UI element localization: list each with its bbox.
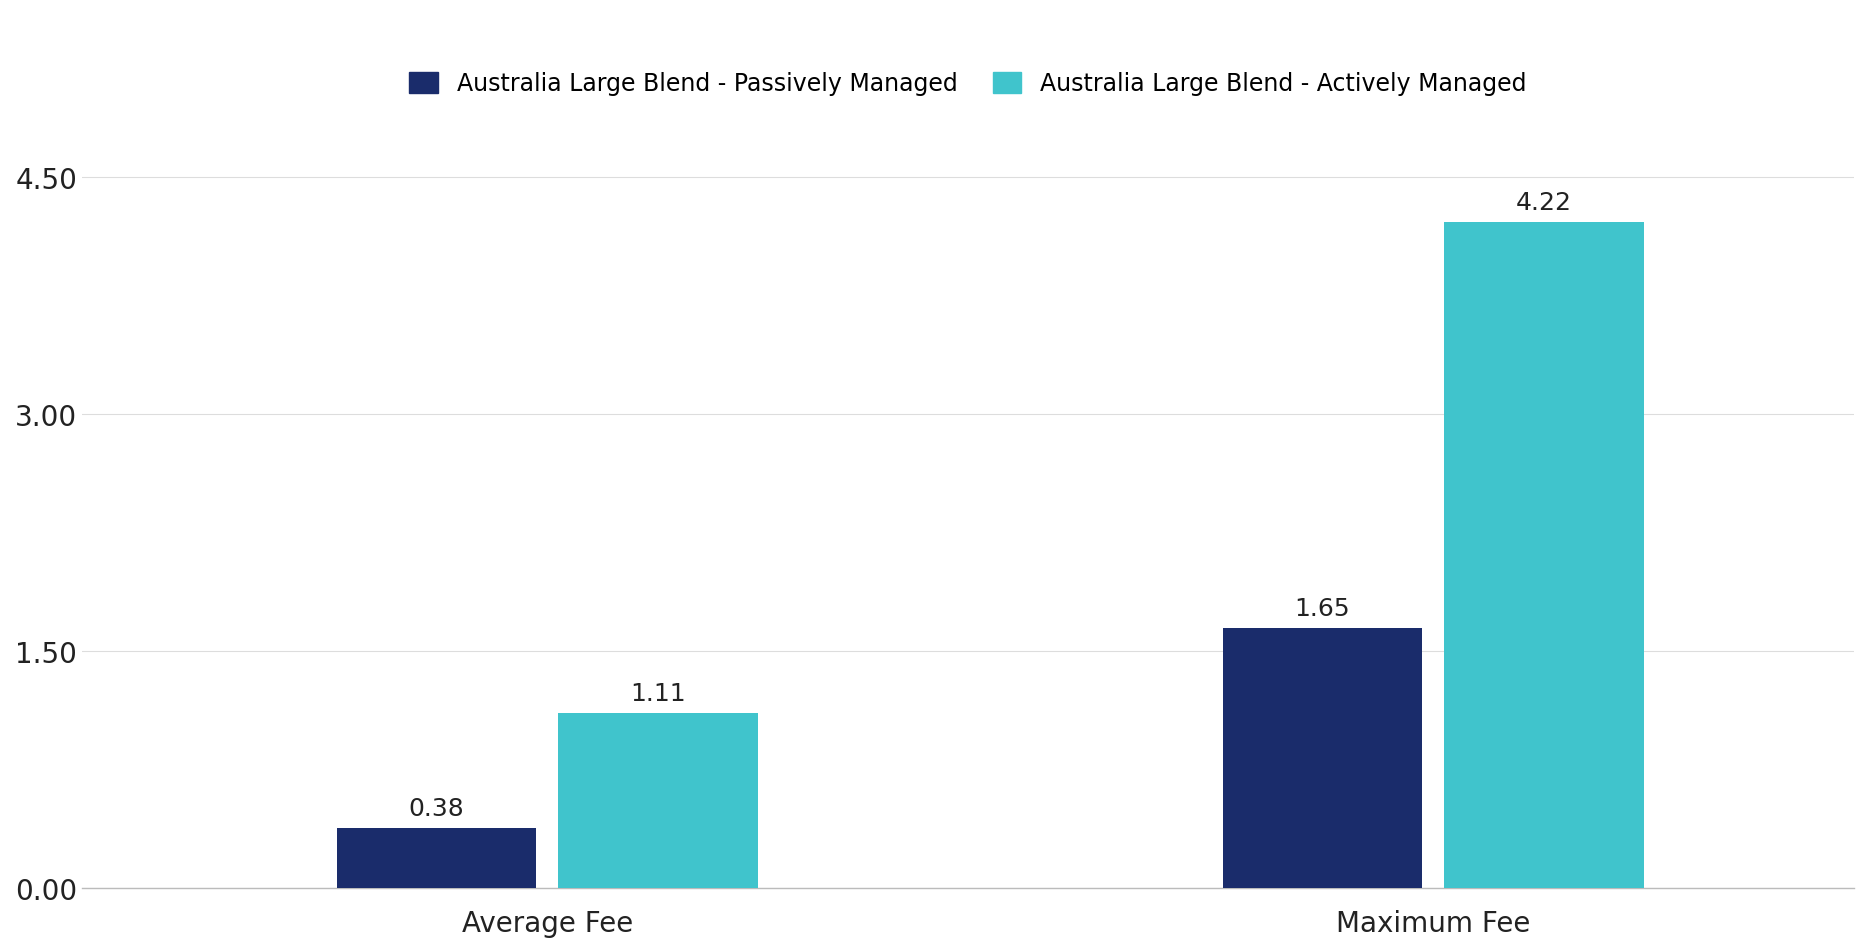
Text: 4.22: 4.22 bbox=[1516, 190, 1572, 214]
Text: 1.65: 1.65 bbox=[1295, 596, 1349, 620]
Text: 0.38: 0.38 bbox=[409, 797, 464, 821]
Legend: Australia Large Blend - Passively Managed, Australia Large Blend - Actively Mana: Australia Large Blend - Passively Manage… bbox=[398, 61, 1538, 109]
Bar bbox=[559, 713, 757, 888]
Text: 1.11: 1.11 bbox=[630, 682, 686, 705]
Bar bbox=[336, 828, 536, 888]
Bar bbox=[1222, 628, 1422, 888]
Bar bbox=[1445, 223, 1643, 888]
